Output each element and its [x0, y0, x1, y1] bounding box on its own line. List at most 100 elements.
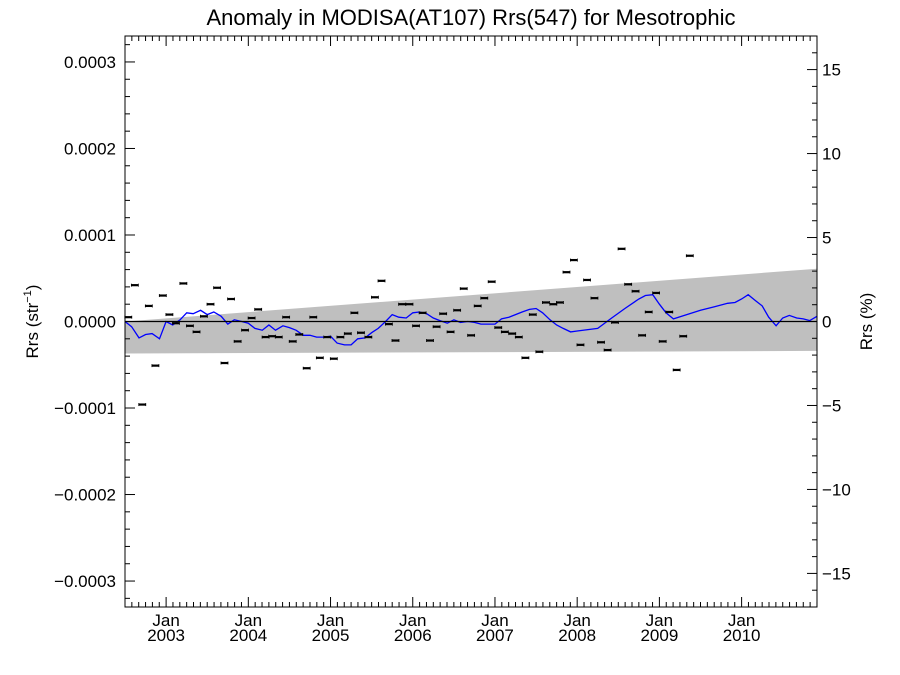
data-point [624, 282, 633, 286]
x-tick-year-label: 2008 [558, 626, 596, 645]
data-point [315, 356, 324, 360]
data-point [357, 331, 365, 335]
data-point [336, 335, 345, 339]
x-tick-year-label: 2009 [640, 626, 678, 645]
data-point [467, 333, 476, 337]
data-point [371, 295, 379, 299]
y-tick-label-left: 0.0003 [64, 53, 116, 72]
data-point [391, 339, 400, 343]
data-point [200, 314, 208, 318]
data-point [130, 283, 139, 287]
y-tick-label-left: −0.0001 [54, 399, 116, 418]
data-point [549, 302, 558, 306]
data-point [597, 340, 605, 344]
data-point [426, 339, 434, 343]
y-tick-label-right: 0 [822, 313, 831, 332]
data-point [644, 310, 653, 314]
data-point [158, 294, 167, 298]
y-tick-label-left: −0.0002 [54, 486, 116, 505]
data-point [165, 313, 174, 317]
data-point [672, 368, 681, 372]
x-tick-month-label: Jan [646, 611, 673, 630]
data-point [556, 300, 564, 304]
data-point [144, 304, 153, 308]
y-tick-label-right: 5 [822, 229, 831, 248]
data-point [213, 286, 221, 290]
y-axis-label-right: Rrs (%) [857, 293, 876, 351]
data-point [583, 278, 591, 282]
x-tick-month-label: Jan [235, 611, 262, 630]
chart-title: Anomaly in MODISA(AT107) Rrs(547) for Me… [207, 5, 736, 30]
data-point [528, 313, 537, 317]
data-point [500, 330, 509, 334]
data-point [535, 350, 544, 354]
data-point [631, 289, 640, 293]
data-point [364, 335, 373, 339]
data-point [192, 330, 201, 334]
data-point [617, 247, 626, 251]
y-tick-label-left: 0.0001 [64, 226, 116, 245]
data-point [418, 311, 427, 315]
data-point [261, 335, 270, 339]
data-point [288, 339, 297, 343]
data-point [227, 297, 235, 301]
y-axis-label-left-text: Rrs (str [23, 302, 42, 358]
data-point [603, 348, 612, 352]
data-point [179, 281, 188, 285]
data-point [241, 328, 249, 332]
data-point [233, 339, 242, 343]
x-tick-month-label: Jan [563, 611, 590, 630]
data-point [282, 315, 291, 319]
x-tick-year-label: 2007 [476, 626, 514, 645]
x-tick-month-label: Jan [152, 611, 179, 630]
trend-line [124, 293, 818, 346]
data-point [562, 270, 571, 274]
data-point [274, 335, 283, 339]
data-point [473, 304, 482, 308]
x-tick-year-label: 2003 [147, 626, 185, 645]
data-point [206, 302, 215, 306]
data-point [652, 291, 661, 295]
x-tick-year-label: 2010 [723, 626, 761, 645]
data-point [432, 325, 441, 329]
data-point [329, 357, 338, 361]
data-point [412, 324, 420, 328]
x-tick-month-label: Jan [481, 611, 508, 630]
data-point [302, 366, 311, 370]
data-point [151, 364, 160, 368]
data-point [186, 324, 194, 328]
x-tick-year-label: 2005 [312, 626, 350, 645]
data-point [254, 307, 263, 311]
y-tick-label-right: −10 [822, 480, 851, 499]
y-tick-label-right: −5 [822, 396, 841, 415]
data-point [590, 296, 599, 300]
right-y-axis: 15 10 5 0 −5 −10 −15 [807, 52, 851, 591]
y-tick-label-right: −15 [822, 564, 851, 583]
x-tick-year-label: 2004 [229, 626, 267, 645]
data-point [405, 302, 414, 306]
left-y-axis: 0.0003 0.0002 0.0001 0.0000 −0.0001 −0.0002 −0… [54, 44, 135, 599]
data-point [658, 339, 667, 343]
data-point [220, 361, 229, 365]
monthly-anomaly-points [124, 247, 694, 407]
data-point [350, 311, 359, 315]
data-point [439, 312, 448, 316]
data-point [446, 330, 455, 334]
data-point [398, 302, 406, 306]
y-tick-label-right: 10 [822, 145, 841, 164]
plot-area [124, 35, 818, 608]
data-point [665, 310, 674, 314]
data-point [521, 356, 530, 360]
data-point [138, 403, 147, 407]
data-point [309, 315, 318, 319]
data-point [124, 315, 133, 319]
confidence-band [125, 268, 817, 354]
x-tick-month-label: Jan [399, 611, 426, 630]
y-axis-label-left: Rrs (str−1) [22, 285, 42, 359]
data-point [247, 316, 256, 320]
data-point [268, 334, 277, 338]
data-point [514, 335, 523, 339]
data-point [685, 254, 694, 258]
x-tick-month-label: Jan [317, 611, 344, 630]
